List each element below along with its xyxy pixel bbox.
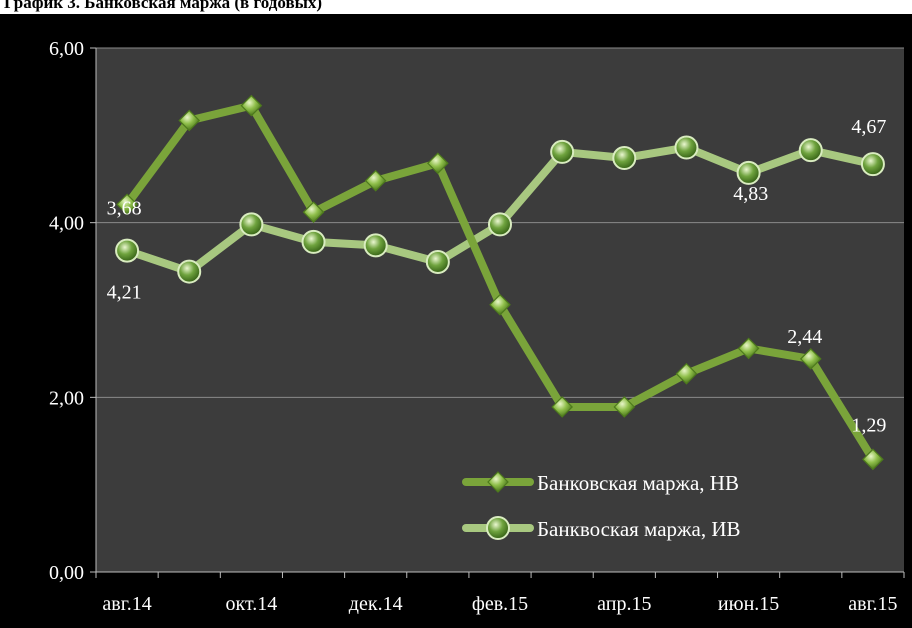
data-point <box>675 362 698 385</box>
data-point <box>612 146 637 171</box>
y-tick-label: 0,00 <box>49 562 84 584</box>
data-point <box>177 259 202 284</box>
legend-label: Банковская маржа, НВ <box>537 471 739 495</box>
y-tick-label: 2,00 <box>49 387 84 409</box>
data-label: 1,29 <box>851 414 886 436</box>
data-point <box>860 152 885 177</box>
data-point <box>550 139 575 164</box>
y-tick-label: 6,00 <box>49 38 84 60</box>
x-tick-label: апр.15 <box>597 593 651 615</box>
legend-label: Банквоская маржа, ИВ <box>537 517 741 541</box>
legend-item: Банквоская маржа, ИВ <box>462 516 741 541</box>
data-point <box>489 293 511 316</box>
data-point <box>240 94 263 117</box>
x-tick-label: окт.14 <box>226 593 278 615</box>
data-point <box>737 337 760 360</box>
chart-caption: График 3. Банковская маржа (в годовых) <box>4 0 323 12</box>
data-point <box>115 238 140 263</box>
data-point <box>426 152 449 175</box>
data-point <box>736 160 761 185</box>
data-point <box>116 193 138 216</box>
data-point <box>674 135 699 160</box>
data-point <box>364 169 387 192</box>
legend-item: Банковская маржа, НВ <box>462 471 739 495</box>
data-point <box>301 229 326 254</box>
data-point <box>239 212 264 237</box>
series-nv <box>116 94 884 471</box>
x-tick-label: авг.15 <box>848 593 897 615</box>
x-tick-label: июн.15 <box>718 593 779 615</box>
data-label: 2,44 <box>787 326 822 348</box>
data-point <box>799 348 822 370</box>
data-label: 3,68 <box>107 198 142 220</box>
data-point <box>613 396 636 418</box>
x-tick-label: авг.14 <box>102 593 151 615</box>
data-label: 4,67 <box>851 116 886 138</box>
data-label: 4,83 <box>733 183 768 205</box>
data-point <box>302 201 325 224</box>
legend-marker-diamond <box>487 471 509 493</box>
data-point <box>425 249 450 274</box>
legend-marker-circle <box>486 516 510 540</box>
series-iv <box>115 135 885 284</box>
y-tick-label: 4,00 <box>49 213 84 235</box>
x-tick-label: фев.15 <box>472 593 528 615</box>
data-point <box>488 212 512 237</box>
data-point <box>798 138 823 163</box>
data-point <box>551 396 574 418</box>
data-point <box>363 233 388 258</box>
data-label: 4,21 <box>107 281 142 303</box>
data-point <box>862 448 884 471</box>
data-point <box>178 109 201 132</box>
x-tick-label: дек.14 <box>349 593 403 615</box>
